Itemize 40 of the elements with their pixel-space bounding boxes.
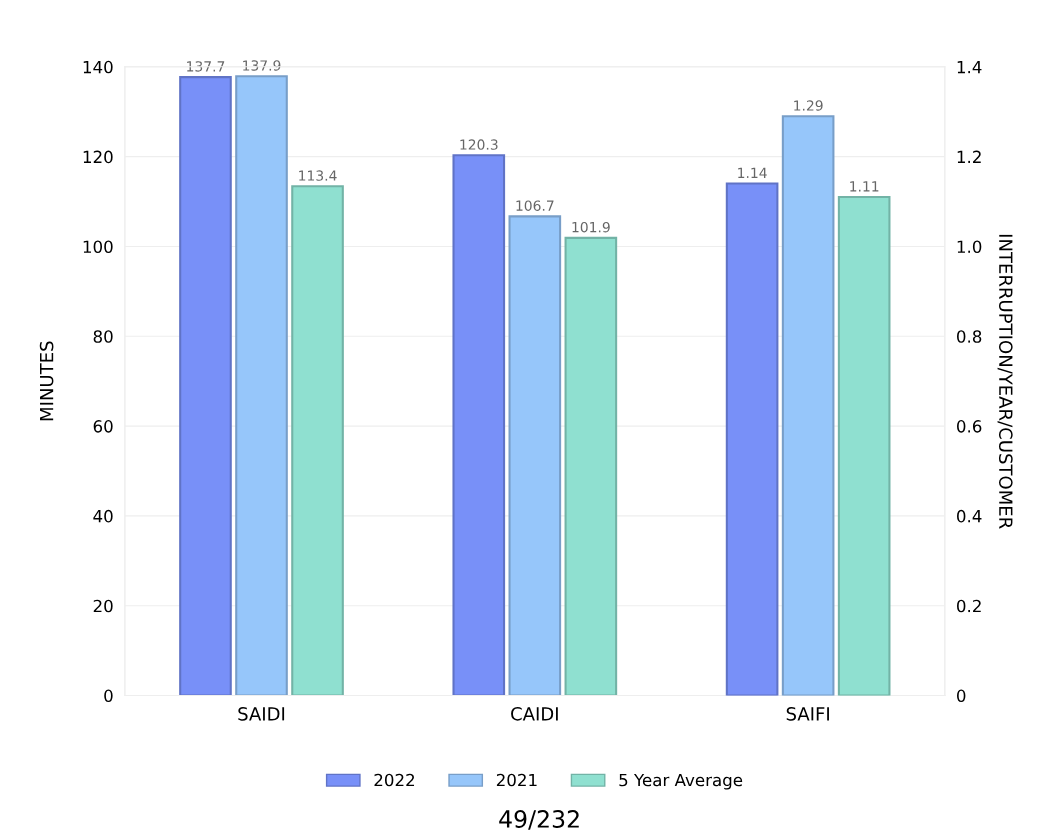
bar: [235, 75, 288, 696]
y-axis-title: MINUTES: [39, 341, 54, 421]
y-tick-label: 0: [104, 689, 113, 703]
y2-tick-label: 1.0: [957, 240, 982, 254]
data-label: 1.14: [738, 167, 767, 178]
y-tick-label: 40: [93, 509, 113, 523]
data-label: 137.7: [187, 61, 225, 72]
legend-label: 5 Year Average: [619, 773, 743, 790]
bar: [452, 154, 506, 696]
data-label: 1.29: [794, 100, 823, 111]
bar: [179, 76, 232, 696]
y2-tick-label: 0: [957, 689, 966, 703]
data-label: 101.9: [572, 221, 610, 233]
y2-tick-label: 1.4: [957, 60, 982, 74]
legend-label: 2022: [374, 773, 415, 787]
data-label: 106.7: [516, 200, 554, 211]
y2-tick-label: 0.4: [957, 509, 982, 523]
y2-tick-label: 0.8: [957, 330, 982, 343]
x-tick-label: SAIFI: [786, 706, 829, 721]
x-tick-label: CAIDI: [511, 706, 558, 721]
y-tick-label: 20: [93, 599, 113, 613]
y2-axis-title: INTERRUPTION/YEAR/CUSTOMER: [997, 234, 1013, 529]
text: 49/232: [499, 810, 579, 830]
y-tick-label: 100: [83, 240, 113, 254]
y-tick-label: 80: [93, 330, 113, 343]
y2-tick-label: 1.2: [957, 150, 981, 163]
data-label: 1.11: [850, 181, 879, 192]
bar: [564, 236, 618, 696]
bar: [291, 185, 344, 696]
y-tick-label: 60: [93, 420, 113, 433]
y2-tick-label: 0.6: [957, 420, 982, 433]
x-tick-label: SAIDI: [238, 706, 285, 721]
data-label: 113.4: [299, 170, 337, 181]
legend-label: 2021: [496, 773, 537, 787]
data-label: 137.9: [243, 60, 281, 71]
bar: [508, 215, 562, 696]
y-tick-label: 140: [83, 60, 113, 74]
data-label: 120.3: [460, 139, 498, 150]
y-tick-label: 120: [83, 150, 113, 164]
y2-tick-label: 0.2: [957, 599, 981, 613]
